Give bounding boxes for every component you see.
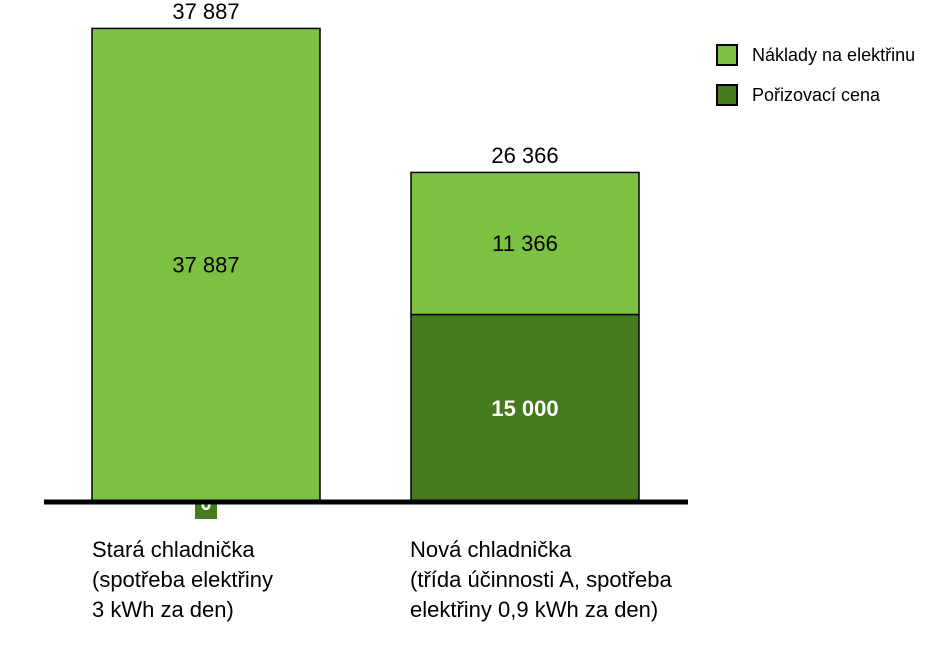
category-label-0-line-2: (spotřeba elektřiny: [92, 567, 273, 592]
category-label-0-line-1: Stará chladnička: [92, 537, 255, 562]
total-label-1: 26 366: [491, 143, 558, 168]
total-label-0: 37 887: [172, 0, 239, 24]
category-label-0-line-3: 3 kWh za den): [92, 597, 234, 622]
legend-label-purchase: Pořizovací cena: [752, 84, 881, 105]
category-label-1-line-1: Nová chladnička: [410, 537, 572, 562]
legend-item-purchase: Pořizovací cena: [716, 82, 915, 108]
legend-label-electricity: Náklady na elektřinu: [752, 44, 916, 65]
bar-label-0-electricity: 37 887: [172, 253, 239, 278]
legend-swatch-electricity: [716, 44, 738, 66]
bar-1-purchase: [410, 313, 640, 503]
category-label-1: Nová chladnička (třída účinnosti A, spot…: [410, 535, 672, 625]
legend: Náklady na elektřinu Pořizovací cena: [716, 42, 915, 122]
legend-item-electricity: Náklady na elektřinu: [716, 42, 915, 68]
bar-0-electricity: [91, 27, 321, 503]
bar-1-electricity: [410, 171, 640, 316]
legend-swatch-purchase: [716, 84, 738, 106]
bar-label-1-electricity: 11 366: [492, 231, 558, 256]
category-label-1-line-3: elektřiny 0,9 kWh za den): [410, 597, 659, 622]
category-label-1-line-2: (třída účinnosti A, spotřeba: [410, 567, 672, 592]
bar-label-1-purchase: 15 000: [491, 396, 558, 421]
category-label-0: Stará chladnička (spotřeba elektřiny 3 k…: [92, 535, 273, 625]
